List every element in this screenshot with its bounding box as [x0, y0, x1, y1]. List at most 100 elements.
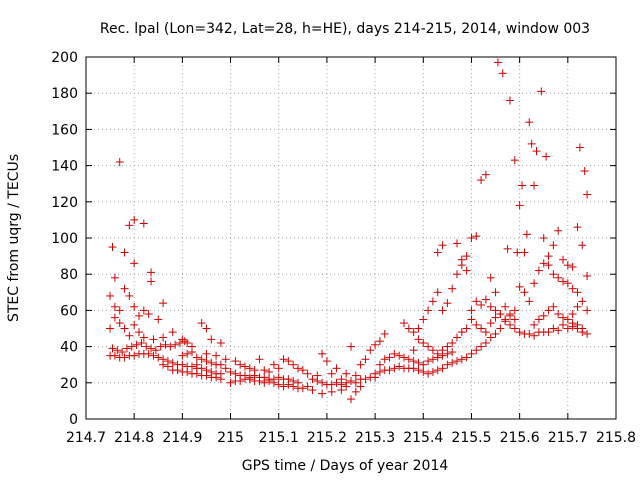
data-point [318, 378, 327, 387]
data-point [130, 351, 139, 360]
data-point [467, 315, 476, 324]
data-point [477, 176, 486, 185]
data-point [433, 248, 442, 257]
data-point [506, 320, 514, 329]
data-point [139, 219, 148, 228]
data-point [527, 139, 536, 148]
data-point [371, 369, 380, 378]
data-point [332, 364, 341, 373]
data-point [125, 221, 134, 230]
data-point [453, 239, 461, 248]
data-point [108, 344, 117, 353]
data-point [520, 248, 529, 257]
data-point [513, 248, 522, 257]
data-point [154, 353, 163, 362]
data-point [347, 342, 355, 351]
y-axis-tick-labels: 0 20 40 60 80 100 120 140 160 180 200 [51, 50, 78, 428]
data-point [414, 335, 423, 344]
data-point [180, 337, 189, 346]
y-tick-label: 40 [60, 340, 78, 356]
data-point [481, 170, 490, 179]
data-point [108, 243, 117, 252]
data-point [515, 201, 524, 210]
data-point [518, 181, 527, 190]
data-point [395, 362, 404, 371]
data-point [419, 360, 428, 369]
data-point [361, 375, 370, 384]
data-point [568, 322, 577, 331]
x-axis-label: GPS time / Days of year 2014 [242, 458, 449, 474]
data-point [554, 310, 563, 319]
data-point [356, 360, 365, 369]
data-point [202, 324, 211, 333]
data-point [221, 355, 230, 364]
data-point [481, 328, 490, 337]
data-point [491, 288, 500, 297]
data-point [375, 337, 384, 346]
data-point [400, 319, 408, 328]
data-point [135, 328, 143, 337]
y-tick-label: 120 [51, 195, 78, 211]
data-point [438, 306, 447, 315]
x-tick-label: 215.5 [451, 430, 491, 446]
x-tick-label: 215.1 [259, 430, 299, 446]
data-point [163, 362, 172, 371]
data-point [159, 360, 168, 369]
data-point [115, 306, 124, 315]
data-point [173, 366, 182, 375]
data-point [279, 382, 288, 391]
data-point [414, 358, 423, 367]
data-point [245, 375, 254, 384]
data-point [477, 300, 486, 309]
data-point [347, 395, 355, 404]
data-point [424, 357, 433, 366]
data-point [125, 331, 134, 340]
data-point [443, 349, 452, 358]
data-point [375, 367, 384, 376]
data-point [453, 270, 461, 279]
data-point [530, 320, 539, 329]
data-point [318, 349, 327, 358]
data-point [419, 315, 428, 324]
x-tick-label: 214.7 [66, 430, 106, 446]
data-point [151, 346, 160, 355]
data-point [462, 266, 471, 275]
data-point [510, 306, 519, 315]
data-point [419, 338, 428, 347]
y-tick-label: 100 [51, 231, 78, 247]
data-point [207, 335, 216, 344]
data-point [236, 376, 245, 385]
data-point [308, 375, 317, 384]
data-point [395, 351, 404, 360]
data-point [298, 384, 307, 393]
data-point [433, 349, 442, 358]
data-point [130, 259, 139, 268]
data-point [520, 288, 529, 297]
x-tick-label: 215.7 [548, 430, 588, 446]
data-point [443, 342, 452, 351]
data-point [532, 147, 541, 156]
data-point [269, 360, 278, 369]
data-point [188, 362, 196, 371]
data-point [477, 342, 486, 351]
data-point [183, 367, 192, 376]
data-point [544, 252, 553, 261]
data-point [284, 380, 293, 389]
y-axis-label: STEC from uqrg / TECUs [6, 154, 22, 322]
data-point [457, 355, 466, 364]
data-point [130, 215, 139, 224]
y-tick-label: 140 [51, 159, 78, 175]
data-point [110, 313, 119, 322]
y-tick-label: 200 [51, 50, 78, 66]
data-point [510, 315, 519, 324]
data-point [537, 87, 546, 96]
data-point [448, 284, 457, 293]
data-point [414, 366, 423, 375]
data-point [428, 297, 437, 306]
x-tick-label: 215.6 [500, 430, 540, 446]
data-point [337, 386, 346, 395]
data-point [361, 355, 370, 364]
data-point [171, 340, 180, 349]
data-point [241, 362, 249, 371]
data-point [544, 306, 553, 315]
